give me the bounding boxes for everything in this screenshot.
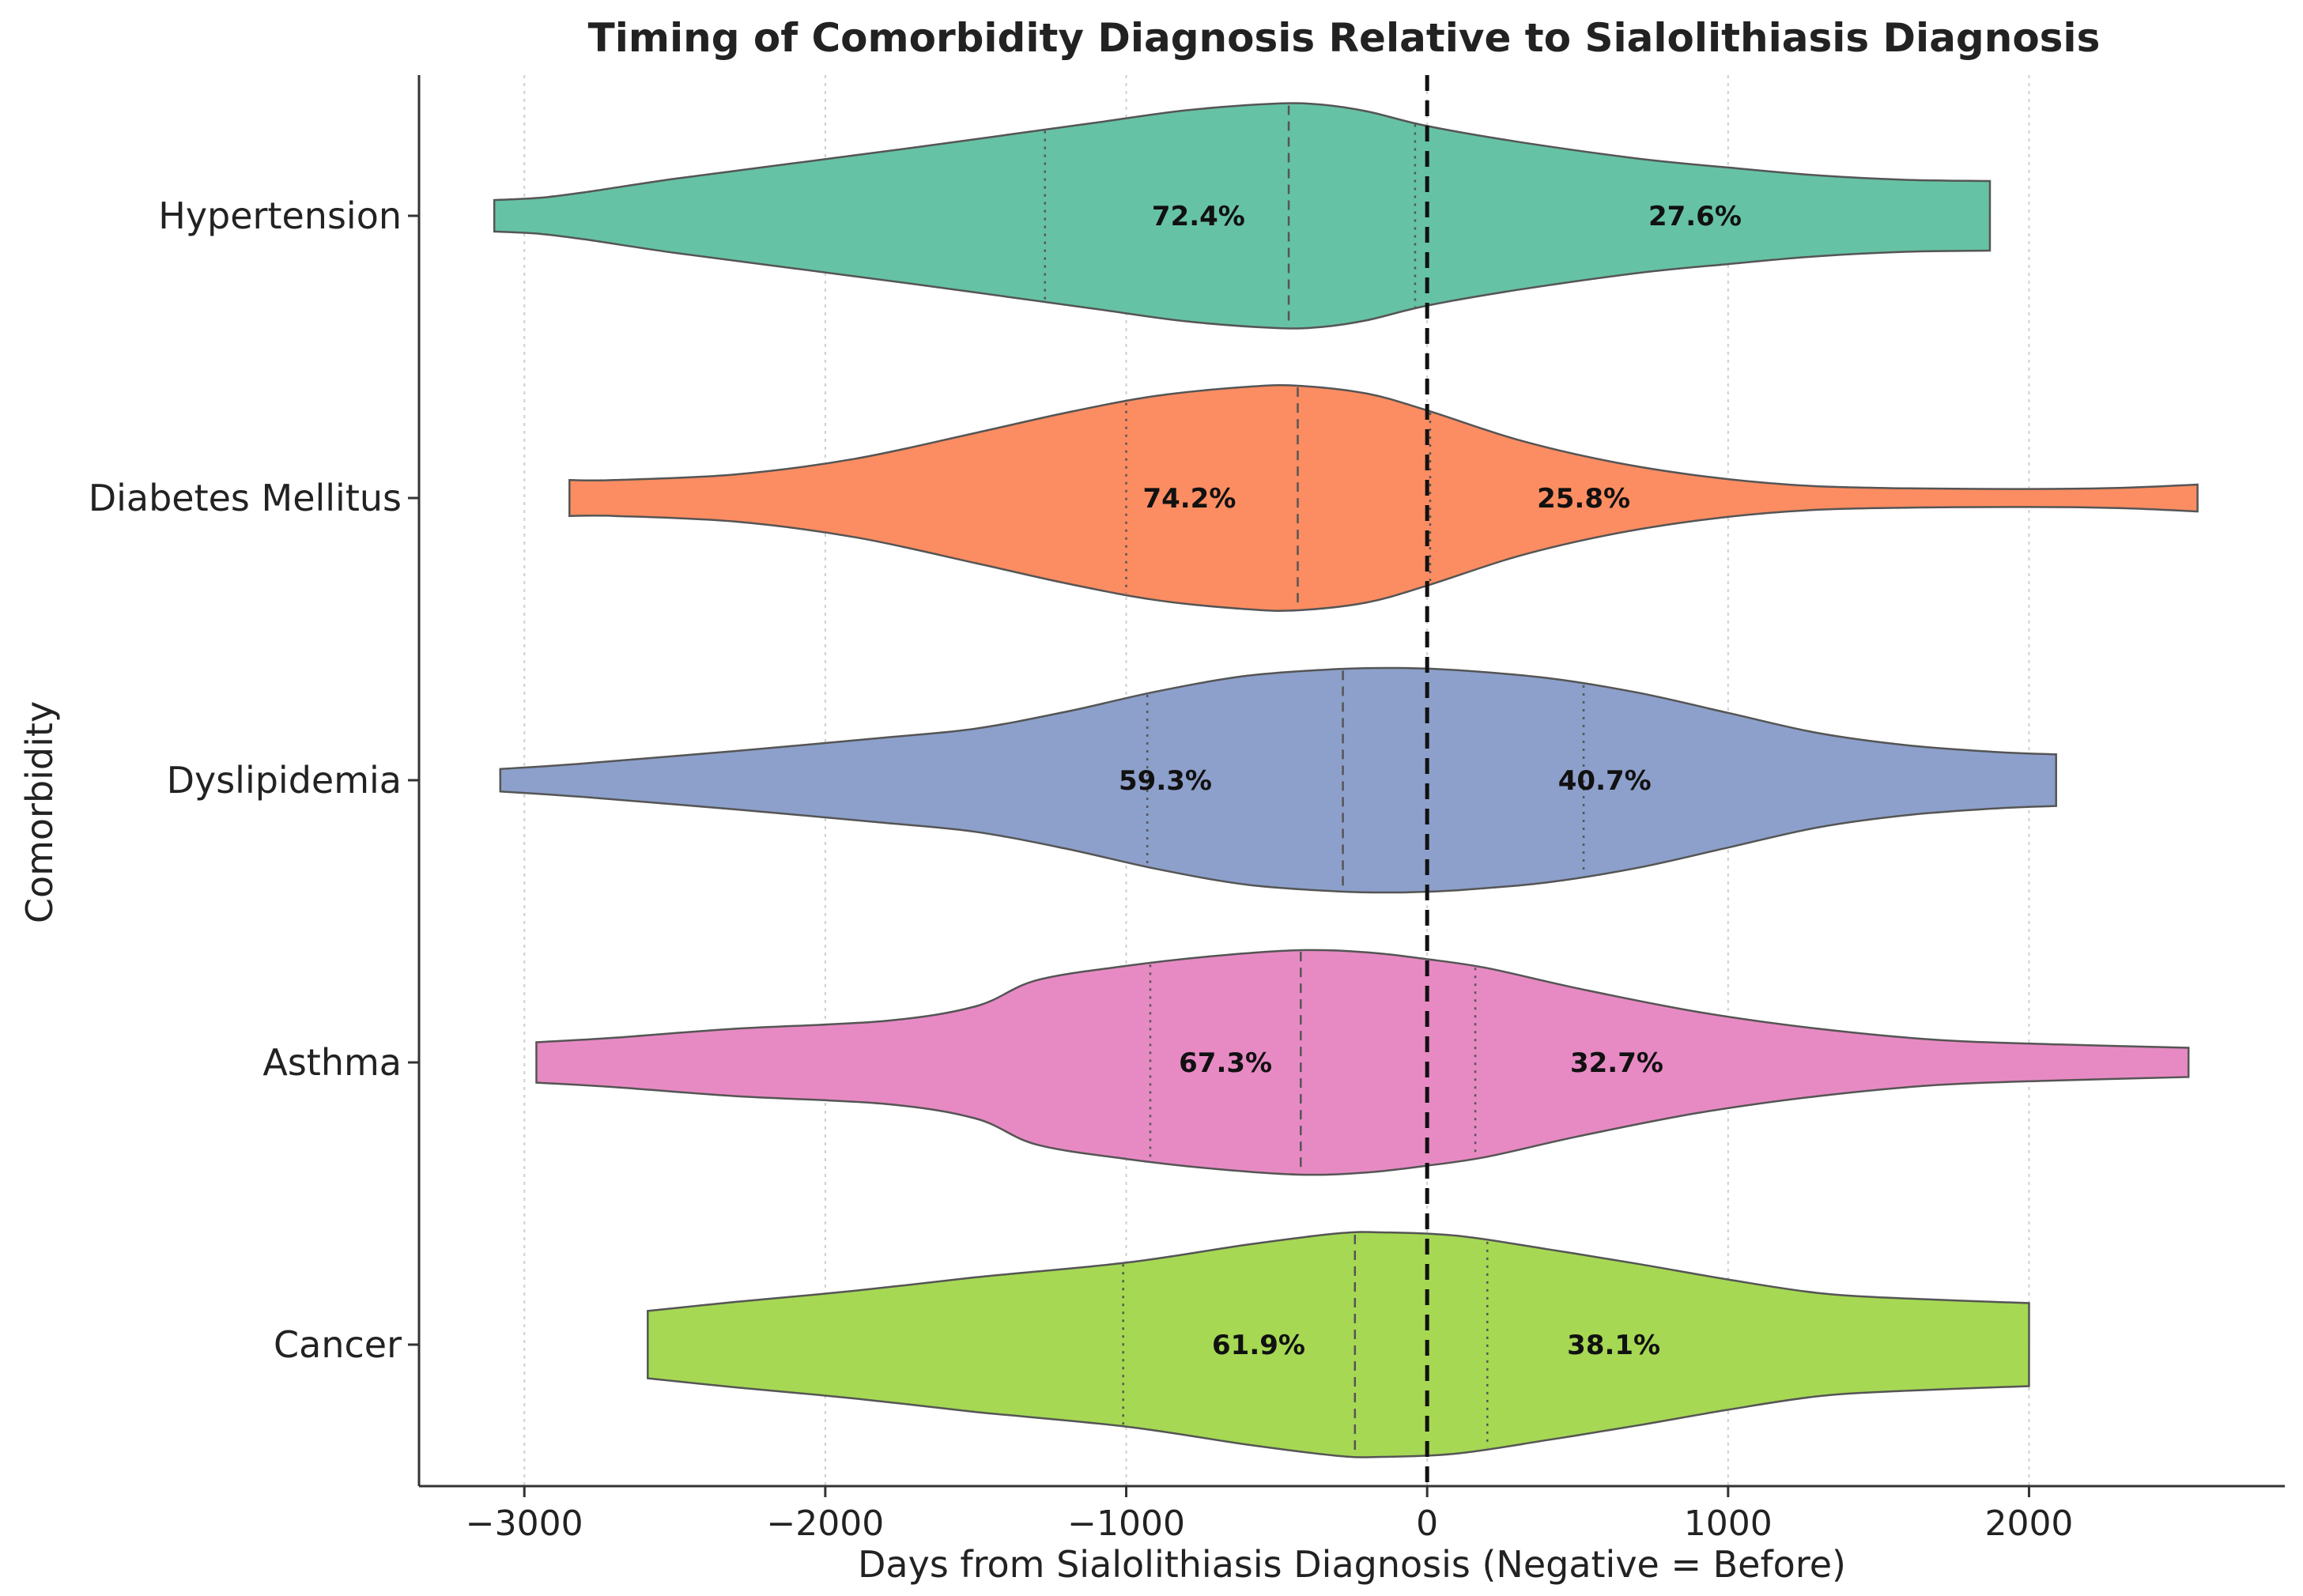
- violins-layer: [493, 102, 2199, 1458]
- violin-cancer: [647, 1231, 2030, 1458]
- pct-after-label: 25.8%: [1537, 483, 1630, 515]
- category-label: Cancer: [274, 1323, 402, 1366]
- x-tick-label: 0: [1416, 1504, 1438, 1544]
- pct-after-label: 32.7%: [1570, 1047, 1663, 1079]
- x-tick-label: 2000: [1984, 1504, 2073, 1544]
- violin-hypertension: [493, 102, 1992, 330]
- pct-before-label: 74.2%: [1142, 483, 1236, 515]
- chart-title: Timing of Comorbidity Diagnosis Relative…: [588, 15, 2101, 61]
- x-tick-label: −1000: [1067, 1504, 1185, 1544]
- x-axis-label: Days from Sialolithiasis Diagnosis (Nega…: [858, 1543, 1846, 1586]
- violin-diabetes-mellitus: [568, 384, 2199, 612]
- x-tick-label: −2000: [766, 1504, 884, 1544]
- violin-body: [535, 949, 2190, 1176]
- pct-after-label: 38.1%: [1567, 1330, 1660, 1361]
- category-label: Dyslipidemia: [167, 759, 402, 802]
- violin-body: [647, 1231, 2030, 1458]
- labels-layer: 72.4% 27.6% Hypertension 74.2% 25.8% Diabetes…: [18, 15, 2100, 1586]
- x-tick-label: 1000: [1684, 1504, 1773, 1544]
- pct-before-label: 67.3%: [1179, 1047, 1272, 1079]
- category-label: Asthma: [262, 1041, 402, 1084]
- category-label: Diabetes Mellitus: [89, 477, 402, 519]
- violin-asthma: [535, 949, 2190, 1176]
- axes: [408, 75, 2285, 1497]
- pct-before-label: 59.3%: [1119, 765, 1212, 797]
- violin-dyslipidemia: [499, 666, 2057, 894]
- pct-before-label: 72.4%: [1152, 201, 1245, 232]
- category-label: Hypertension: [158, 194, 402, 237]
- pct-after-label: 40.7%: [1558, 765, 1652, 797]
- violin-body: [499, 666, 2057, 894]
- violin-body: [568, 384, 2199, 612]
- pct-after-label: 27.6%: [1648, 201, 1742, 232]
- violin-body: [493, 102, 1992, 330]
- pct-before-label: 61.9%: [1212, 1330, 1305, 1361]
- y-axis-label: Comorbidity: [18, 701, 61, 923]
- x-tick-label: −3000: [466, 1504, 583, 1544]
